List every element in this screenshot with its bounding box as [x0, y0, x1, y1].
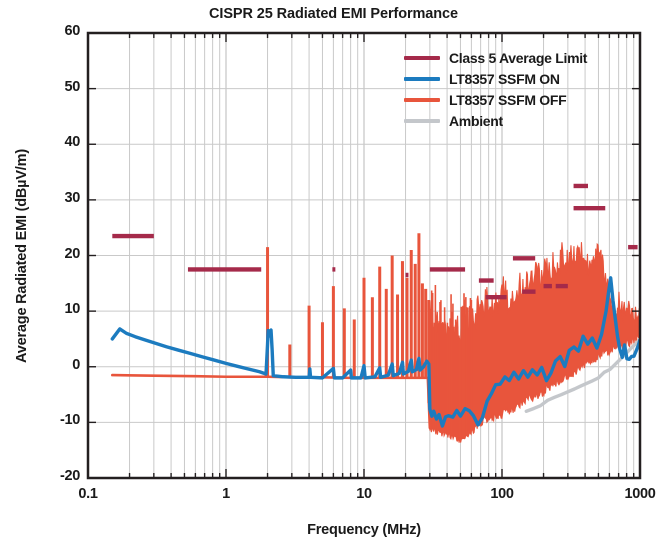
legend-item: LT8357 SSFM ON: [404, 68, 587, 89]
legend-label: Class 5 Average Limit: [449, 49, 588, 66]
y-tick-label: 40: [64, 134, 80, 151]
plot-frame: [86, 31, 642, 480]
x-tick-label: 1: [222, 486, 230, 502]
x-axis-label: Frequency (MHz): [307, 522, 421, 538]
y-tick-label: 30: [64, 189, 80, 206]
x-tick-label: 0.1: [78, 486, 98, 502]
x-tick-label: 100: [490, 486, 514, 502]
legend-item: Ambient: [404, 110, 587, 131]
y-tick-label: 60: [64, 23, 80, 39]
legend-item: LT8357 SSFM OFF: [404, 89, 587, 110]
y-tick-label: 50: [64, 78, 80, 95]
legend-swatch: [404, 118, 440, 123]
y-tick-label: -20: [59, 468, 80, 484]
legend-swatch: [404, 55, 440, 60]
legend-swatch: [404, 76, 440, 81]
series-class5-average-limit: [112, 183, 638, 300]
legend-swatch: [404, 97, 440, 102]
chart-legend: Class 5 Average Limit LT8357 SSFM ON LT835…: [404, 47, 587, 131]
legend-item: Class 5 Average Limit: [404, 47, 587, 68]
legend-label: LT8357 SSFM ON: [449, 70, 560, 87]
legend-label: Ambient: [449, 112, 503, 129]
series-lt8357-ssfm-on: [110, 276, 640, 428]
x-tick-label: 10: [356, 486, 372, 502]
y-tick-label: 20: [64, 245, 80, 262]
y-tick-label: 10: [64, 301, 80, 318]
y-tick-label: 0: [72, 356, 80, 373]
x-tick-label: 1000: [624, 486, 656, 502]
chart-title: CISPR 25 Radiated EMI Performance: [209, 6, 458, 22]
y-tick-label: -10: [59, 412, 80, 429]
legend-label: LT8357 SSFM OFF: [449, 91, 567, 108]
